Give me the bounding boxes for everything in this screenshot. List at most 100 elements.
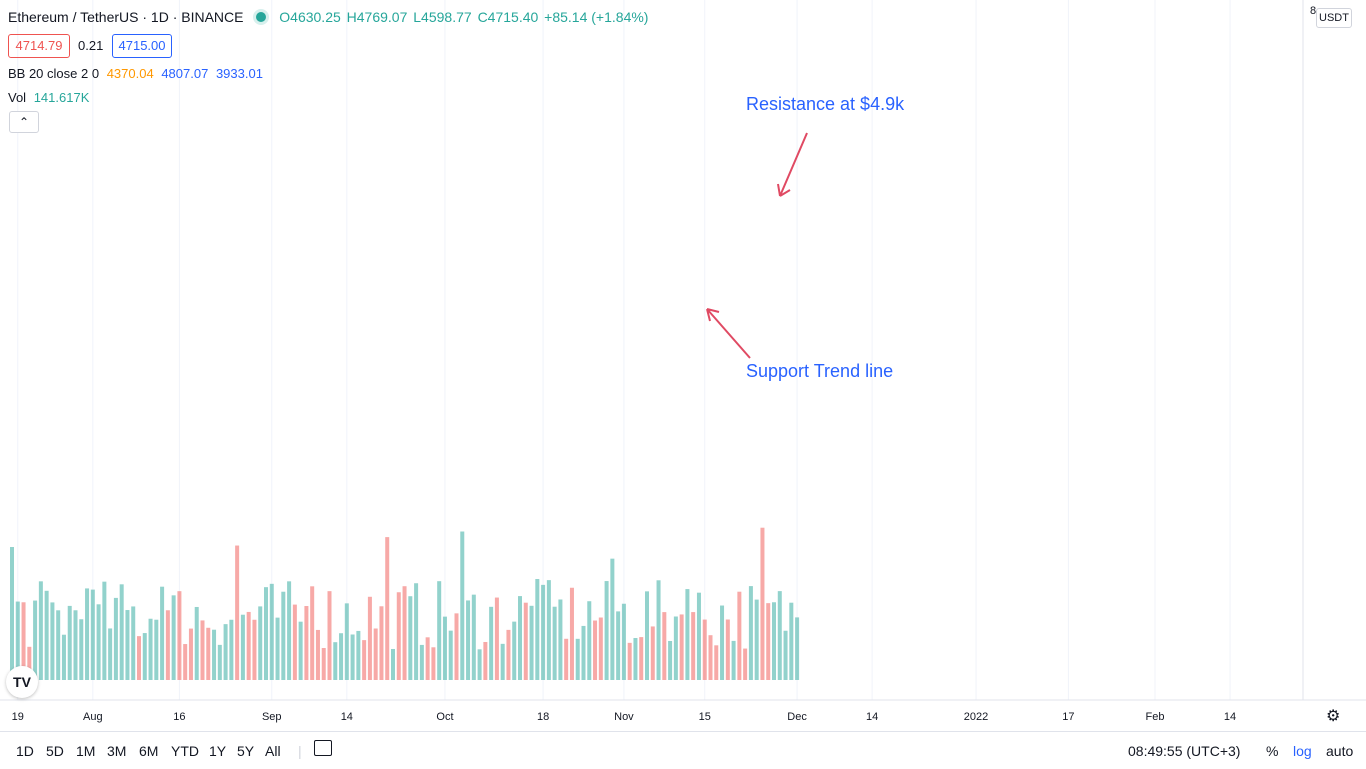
buy-button[interactable]: 4715.00 [112, 34, 172, 58]
price-chart[interactable]: 00.2360.3820.50.6180.7861Resistance at $… [0, 0, 1366, 731]
bb-upper-value: 4807.07 [161, 66, 209, 81]
currency-unit-button[interactable]: USDT [1316, 8, 1352, 28]
volume-bar [269, 583, 274, 680]
percent-scale-toggle[interactable]: % [1266, 743, 1279, 759]
calendar-range-icon[interactable] [314, 740, 332, 756]
volume-bar [96, 604, 101, 680]
volume-bar [194, 606, 199, 680]
time-tick-label: 14 [341, 711, 353, 723]
volume-bar [235, 545, 240, 680]
volume-bar [298, 621, 303, 680]
volume-bar [408, 596, 413, 680]
volume-bar [414, 583, 419, 680]
volume-bar [85, 588, 90, 680]
symbol-title[interactable]: Ethereum / TetherUS · 1D · BINANCE [8, 9, 244, 25]
volume-bar [50, 602, 55, 680]
close-value: C4715.40 [477, 9, 539, 25]
volume-bar [569, 587, 574, 680]
gear-icon[interactable]: ⚙ [1326, 708, 1341, 725]
volume-bar [587, 601, 592, 680]
volume-bar [483, 641, 488, 680]
volume-bar [500, 643, 505, 680]
volume-bar [356, 630, 361, 680]
volume-bar [67, 605, 72, 680]
volume-bar [466, 600, 471, 680]
volume-bar [396, 592, 401, 680]
high-value: H4769.07 [346, 9, 408, 25]
volume-bar [137, 636, 141, 680]
bb-legend[interactable]: BB 20 close 2 0 4370.04 4807.07 3933.01 [8, 66, 263, 81]
volume-bar [748, 586, 753, 680]
volume-bar [373, 628, 378, 680]
timeframe-3m[interactable]: 3M [107, 743, 127, 759]
time-tick-label: 15 [699, 711, 711, 723]
volume-bar [281, 591, 286, 680]
volume-bar [442, 616, 447, 680]
volume-bar [44, 590, 49, 680]
volume-bar [772, 602, 776, 680]
sell-button[interactable]: 4714.79 [8, 34, 70, 58]
volume-bar [668, 640, 673, 680]
volume-bar [546, 580, 551, 680]
volume-bar [512, 621, 517, 680]
volume-bar [529, 605, 534, 680]
volume-bar [246, 611, 251, 680]
clock-time[interactable]: 08:49:55 (UTC+3) [1128, 743, 1241, 759]
legend-symbol-row: Ethereum / TetherUS · 1D · BINANCE O4630… [8, 9, 650, 25]
auto-scale-toggle[interactable]: auto [1326, 743, 1354, 759]
arrow-resistance [777, 132, 808, 197]
volume-bar [333, 642, 338, 680]
timeframe-5d[interactable]: 5D [46, 743, 64, 759]
volume-bar [650, 626, 655, 680]
timeframe-6m[interactable]: 6M [139, 743, 159, 759]
volume-bar [489, 606, 494, 680]
timeframe-1d[interactable]: 1D [16, 743, 34, 759]
volume-bar [264, 587, 268, 680]
market-open-indicator [253, 9, 270, 25]
volume-bar [125, 610, 130, 680]
volume-bar [38, 581, 43, 680]
volume-bar [737, 591, 742, 680]
volume-bar [350, 634, 355, 680]
volume-bar [108, 628, 113, 680]
volume-bar [558, 599, 563, 680]
timeframe-5y[interactable]: 5Y [237, 743, 255, 759]
timeframe-ytd[interactable]: YTD [171, 743, 199, 759]
volume-bar [639, 637, 644, 680]
tradingview-logo[interactable]: TV [6, 666, 38, 698]
volume-bar [777, 591, 782, 680]
volume-bar [783, 630, 788, 680]
volume-bar [287, 581, 292, 680]
volume-bar [523, 602, 528, 680]
volume-bar [229, 619, 234, 680]
timeframe-1m[interactable]: 1M [76, 743, 96, 759]
bb-label: BB 20 close 2 0 [8, 66, 100, 81]
volume-bar [685, 589, 690, 680]
time-tick-label: 14 [866, 711, 878, 723]
time-tick-label: 17 [1062, 711, 1074, 723]
vol-value: 141.617K [33, 90, 90, 105]
timeframe-1y[interactable]: 1Y [209, 743, 227, 759]
volume-bar [691, 612, 696, 680]
volume-bar [754, 599, 759, 680]
volume-bar [789, 602, 794, 680]
volume-bar [344, 603, 349, 680]
bb-basis-value: 4370.04 [106, 66, 154, 81]
volume-legend[interactable]: Vol 141.617K [8, 90, 89, 105]
log-scale-toggle[interactable]: log [1293, 743, 1312, 759]
volume-bar [310, 586, 315, 680]
timeframe-all[interactable]: All [265, 743, 281, 759]
volume-bar [477, 649, 482, 680]
volume-bar [119, 584, 124, 680]
volume-bar [304, 606, 309, 680]
volume-bar [113, 597, 118, 680]
time-tick-label: 14 [1224, 711, 1236, 723]
volume-bar [795, 617, 800, 680]
time-tick-label: Dec [787, 711, 807, 723]
chevron-up-icon[interactable]: ⌃ [9, 111, 39, 133]
volume-bar [206, 627, 211, 680]
volume-bar [720, 605, 725, 680]
volume-bar [518, 596, 522, 680]
volume-bar [621, 603, 626, 680]
volume-bar [102, 581, 107, 680]
